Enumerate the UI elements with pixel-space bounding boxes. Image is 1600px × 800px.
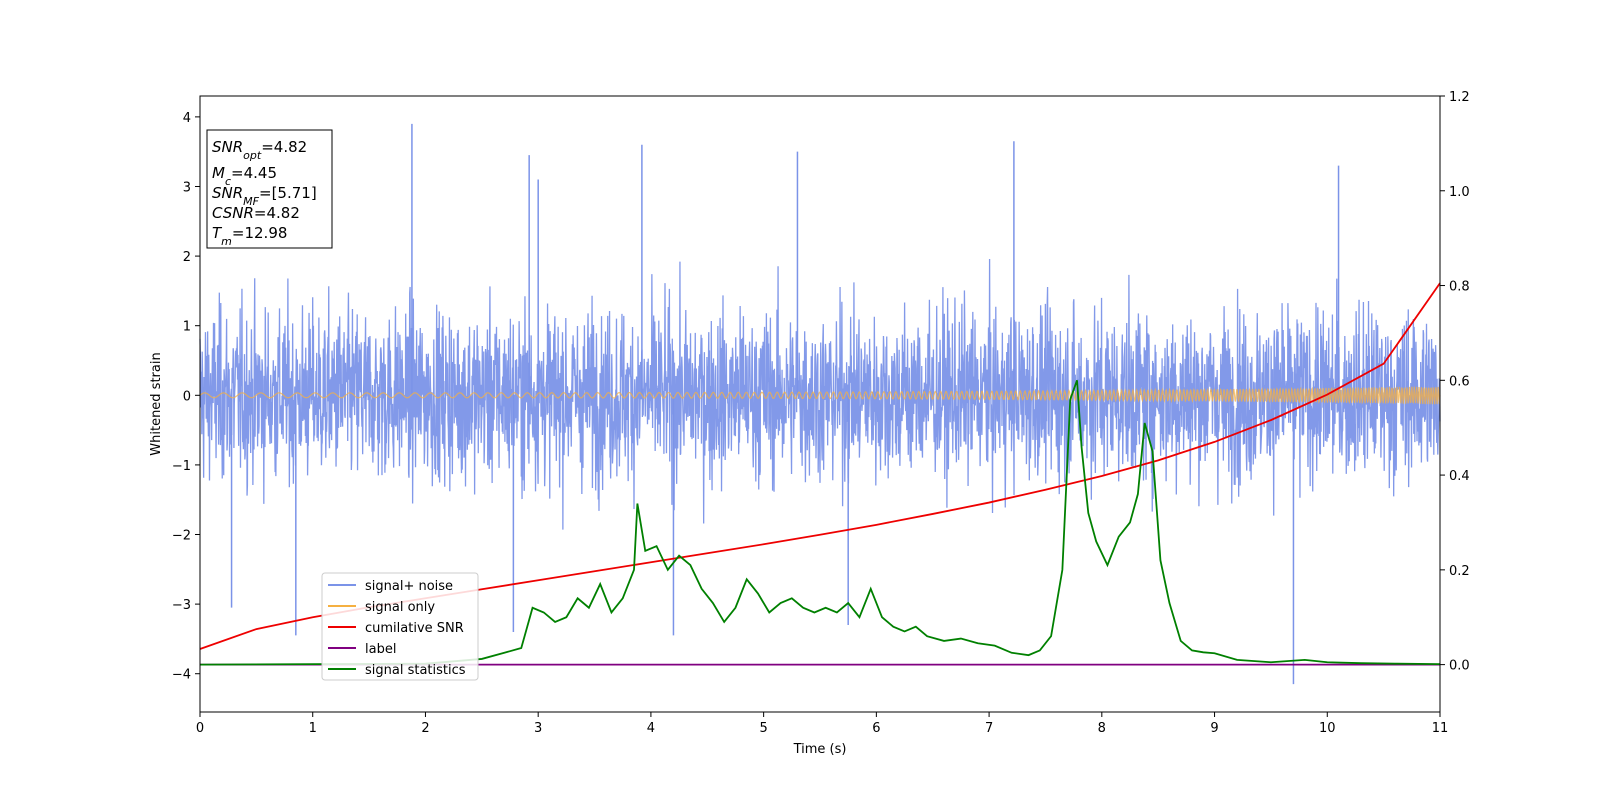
y2-tick-label: 0.6 xyxy=(1449,374,1470,389)
signal-noise-line xyxy=(199,259,1441,530)
annotation-line: SNRMF=[5.71] xyxy=(212,184,317,208)
y-tick-label: 2 xyxy=(183,250,191,265)
x-axis-label: Time (s) xyxy=(793,742,847,757)
y2-tick-label: 0.4 xyxy=(1449,469,1470,484)
legend-label: signal only xyxy=(365,600,435,615)
x-tick-label: 1 xyxy=(309,721,317,736)
series-signal-only xyxy=(199,386,1441,405)
y-tick-label: 1 xyxy=(183,320,191,335)
x-tick-label: 3 xyxy=(534,721,542,736)
x-tick-label: 0 xyxy=(196,721,204,736)
annotation-line: Tm=12.98 xyxy=(212,224,287,248)
annotation-line: CSNR=4.82 xyxy=(212,204,300,222)
y-tick-label: 0 xyxy=(183,389,191,404)
y-tick-label: −2 xyxy=(172,529,191,544)
legend-box xyxy=(321,572,479,681)
plot-frame xyxy=(199,95,1441,713)
y-tick-label: 3 xyxy=(183,180,191,195)
x-tick-label: 6 xyxy=(872,721,880,736)
y2-tick-label: 1.0 xyxy=(1449,185,1470,200)
series-line-signal-statistics xyxy=(199,380,1441,666)
axis-ticks: 0 1 2 3 4 5 6 7 8 9 10 11 −4 −3 −2 −1 0 1 2 3 4 0.0 0.2 0.4 0.6 0… xyxy=(172,90,1470,736)
annotation-line: SNRopt=4.82 xyxy=(212,138,307,162)
signal-only-line xyxy=(199,386,1441,405)
y2-tick-label: 1.2 xyxy=(1449,90,1470,105)
x-tick-label: 10 xyxy=(1319,721,1336,736)
y-tick-label: −3 xyxy=(172,598,191,613)
x-tick-label: 7 xyxy=(985,721,993,736)
x-tick-label: 9 xyxy=(1210,721,1218,736)
legend: signal+ noise signal only cumilative SNR… xyxy=(321,572,479,681)
x-tick-label: 4 xyxy=(647,721,655,736)
annotation-box: SNRopt=4.82 Mc=4.45 SNRMF=[5.71] CSNR=4.… xyxy=(206,129,333,249)
y-tick-label: −1 xyxy=(172,459,191,474)
y2-tick-label: 0.2 xyxy=(1449,564,1470,579)
legend-label: signal+ noise xyxy=(365,579,453,594)
x-tick-label: 2 xyxy=(421,721,429,736)
series-signal-noise xyxy=(199,123,1441,685)
x-tick-label: 11 xyxy=(1432,721,1449,736)
y2-tick-label: 0.0 xyxy=(1449,659,1470,674)
annotation-line: Mc=4.45 xyxy=(212,164,277,188)
legend-label: signal statistics xyxy=(365,663,466,678)
x-tick-label: 5 xyxy=(759,721,767,736)
y-tick-label: 4 xyxy=(183,111,191,126)
legend-label: cumilative SNR xyxy=(365,621,464,636)
legend-label: label xyxy=(365,642,396,657)
y-tick-label: −4 xyxy=(172,668,191,683)
y-axis-label: Whitened strain xyxy=(149,352,164,455)
y2-tick-label: 0.8 xyxy=(1449,280,1470,295)
x-tick-label: 8 xyxy=(1098,721,1106,736)
